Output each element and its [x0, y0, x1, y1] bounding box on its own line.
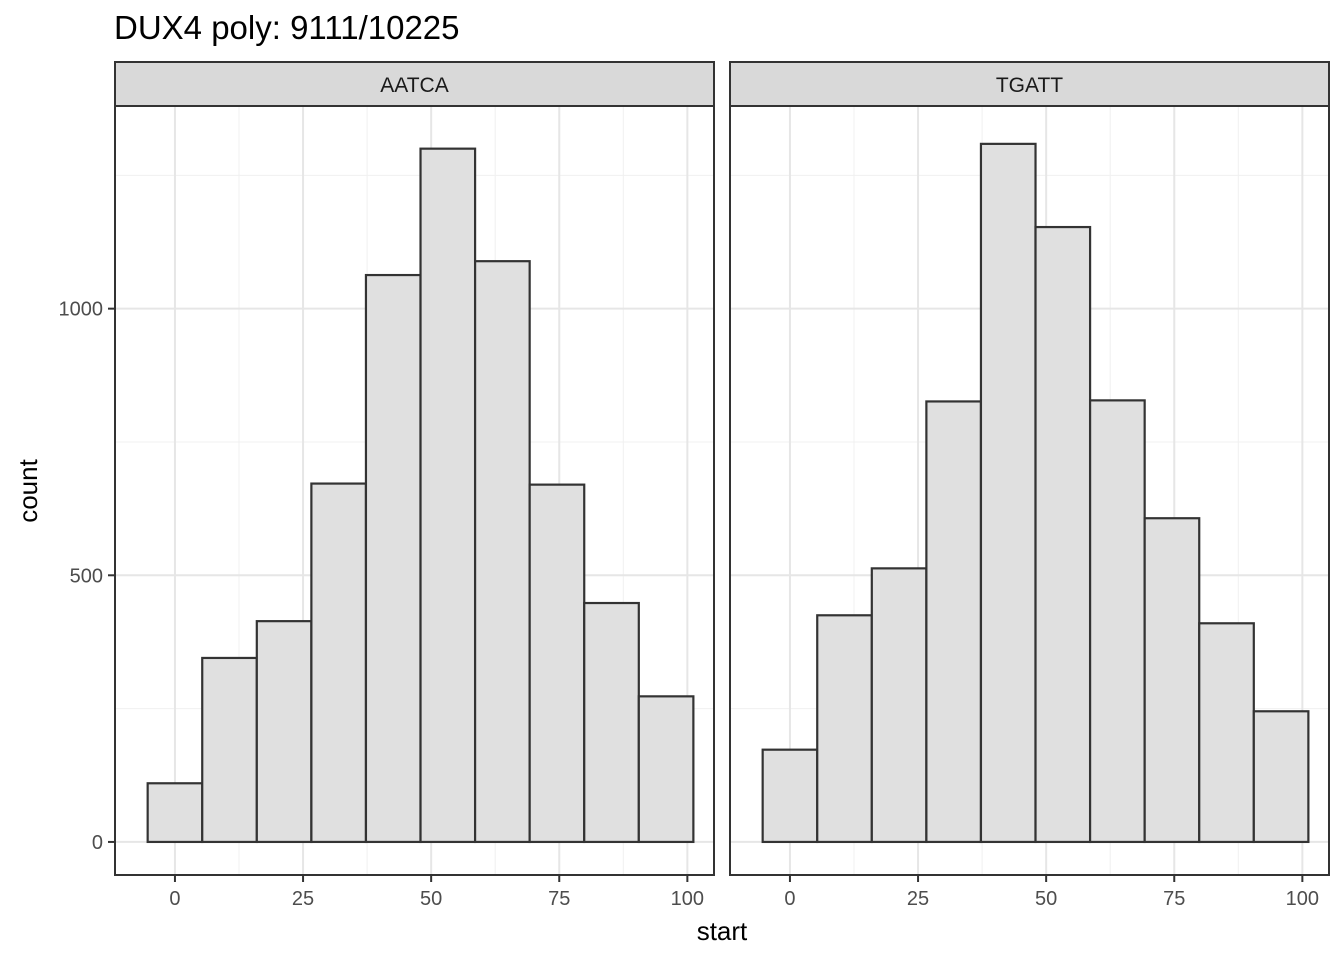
histogram-bar [1088, 399, 1146, 844]
y-tick-label: 1000 [59, 299, 104, 321]
x-tick-label: 25 [292, 888, 314, 910]
x-tick-label: 50 [420, 888, 442, 910]
histogram-bar [473, 260, 531, 844]
histogram-bar [870, 567, 928, 844]
y-tick-label: 500 [70, 565, 103, 587]
facet-strip [114, 61, 715, 107]
x-tick-label: 100 [1286, 888, 1319, 910]
x-tick-label: 100 [671, 888, 704, 910]
histogram-bar [637, 695, 695, 844]
x-tick-label: 75 [1163, 888, 1185, 910]
histogram-bar [1143, 517, 1201, 844]
histogram-bar [364, 273, 422, 844]
histogram-bar [310, 482, 368, 844]
histogram-bar [1198, 622, 1255, 844]
histogram-bar [816, 614, 873, 844]
facet-strip-label: AATCA [380, 74, 448, 97]
histogram-bar [1252, 710, 1310, 844]
panel-tgatt: TGATT 0 25 50 75 100 [729, 61, 1330, 910]
facet-strip [729, 61, 1330, 107]
y-axis-title: count [13, 458, 43, 522]
histogram-bar [419, 147, 477, 844]
x-tick-label: 25 [907, 888, 929, 910]
y-tick-label: 0 [92, 832, 103, 854]
x-tick-label: 75 [548, 888, 570, 910]
histogram-bar [583, 601, 640, 844]
histogram-bar [201, 656, 258, 844]
facet-strip-label: TGATT [996, 74, 1063, 97]
x-tick-label: 50 [1035, 888, 1057, 910]
histogram-bar [761, 748, 819, 844]
histogram-bar [925, 400, 983, 844]
histogram-bar [1034, 225, 1092, 844]
chart-title: DUX4 poly: 9111/10225 [114, 9, 460, 46]
x-axis-title: start [697, 916, 748, 946]
x-tick-label: 0 [169, 888, 180, 910]
histogram-bar [255, 620, 313, 844]
histogram-bar [146, 782, 204, 844]
x-tick-label: 0 [784, 888, 795, 910]
histogram-bar [528, 483, 586, 844]
histogram-bar [979, 142, 1037, 844]
